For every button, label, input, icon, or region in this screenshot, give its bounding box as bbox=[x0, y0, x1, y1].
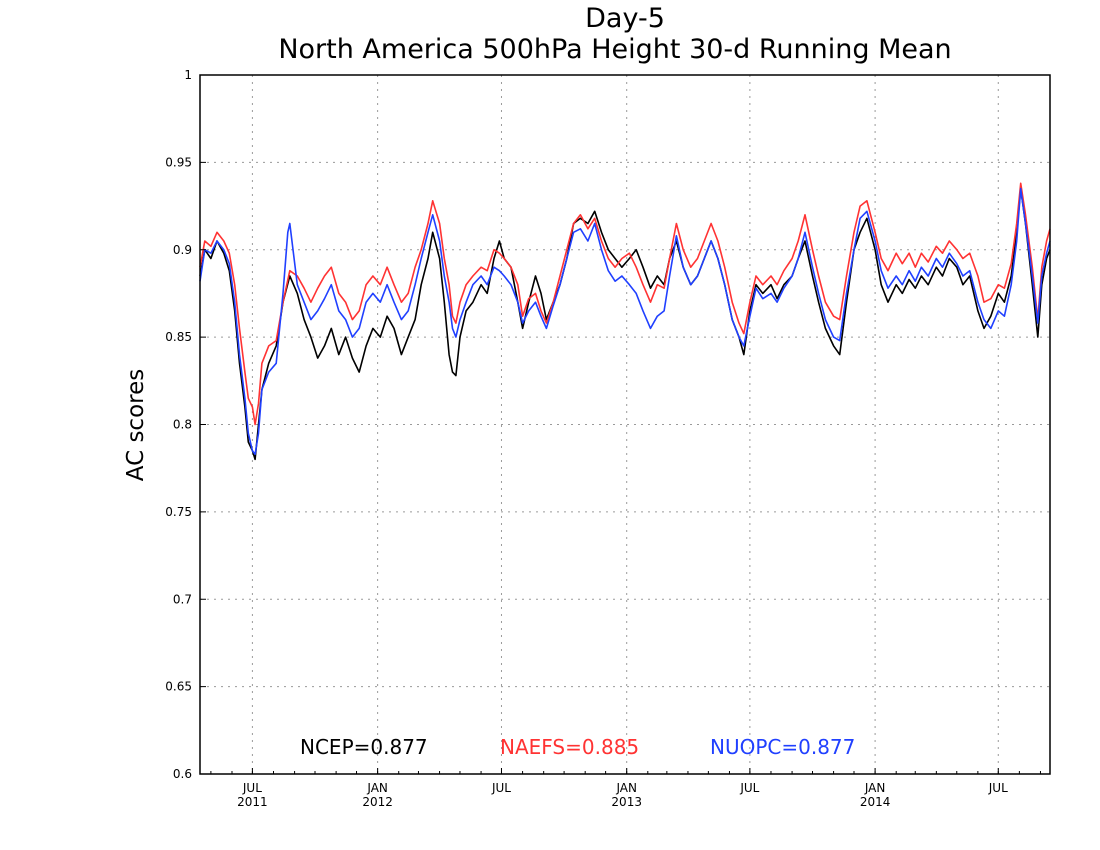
y-tick-label: 0.95 bbox=[165, 155, 192, 169]
y-tick-label: 0.9 bbox=[173, 243, 192, 257]
chart-title: Day-5 bbox=[585, 3, 665, 34]
legend-entry-nuopc: NUOPC=0.877 bbox=[710, 735, 855, 759]
y-tick-label: 0.7 bbox=[173, 592, 192, 606]
y-tick-label: 0.6 bbox=[173, 767, 192, 781]
y-axis-label: AC scores bbox=[123, 369, 149, 481]
chart-subtitle: North America 500hPa Height 30-d Running… bbox=[278, 34, 951, 65]
x-tick-month-label: JAN bbox=[366, 781, 388, 795]
series-line-ncep bbox=[199, 187, 1051, 461]
series-line-nuopc bbox=[199, 187, 1051, 456]
y-tick-label: 0.65 bbox=[165, 680, 192, 694]
y-tick-label: 0.85 bbox=[165, 330, 192, 344]
y-tick-label: 1 bbox=[184, 68, 192, 82]
series-lines bbox=[199, 182, 1051, 461]
x-tick-month-label: JUL bbox=[988, 781, 1008, 795]
y-axis-ticks: 0.6 0.65 0.7 0.75 0.8 0.85 0.9 0.95 1 bbox=[165, 68, 206, 781]
x-tick-year-label: 2013 bbox=[611, 795, 642, 809]
legend-entry-naefs: NAEFS=0.885 bbox=[500, 735, 639, 759]
legend: NCEP=0.877 NAEFS=0.885 NUOPC=0.877 bbox=[300, 735, 855, 759]
x-tick-month-label: JAN bbox=[864, 781, 886, 795]
x-tick-year-label: 2012 bbox=[362, 795, 393, 809]
series-line-naefs bbox=[199, 182, 1051, 426]
y-tick-label: 0.8 bbox=[173, 418, 192, 432]
x-tick-month-label: JUL bbox=[491, 781, 511, 795]
x-tick-year-label: 2014 bbox=[860, 795, 891, 809]
x-tick-year-label: 2011 bbox=[237, 795, 268, 809]
x-tick-month-label: JUL bbox=[242, 781, 262, 795]
x-tick-month-label: JAN bbox=[615, 781, 637, 795]
y-tick-label: 0.75 bbox=[165, 505, 192, 519]
x-tick-month-label: JUL bbox=[739, 781, 759, 795]
legend-entry-ncep: NCEP=0.877 bbox=[300, 735, 428, 759]
grid-lines bbox=[200, 75, 1050, 774]
